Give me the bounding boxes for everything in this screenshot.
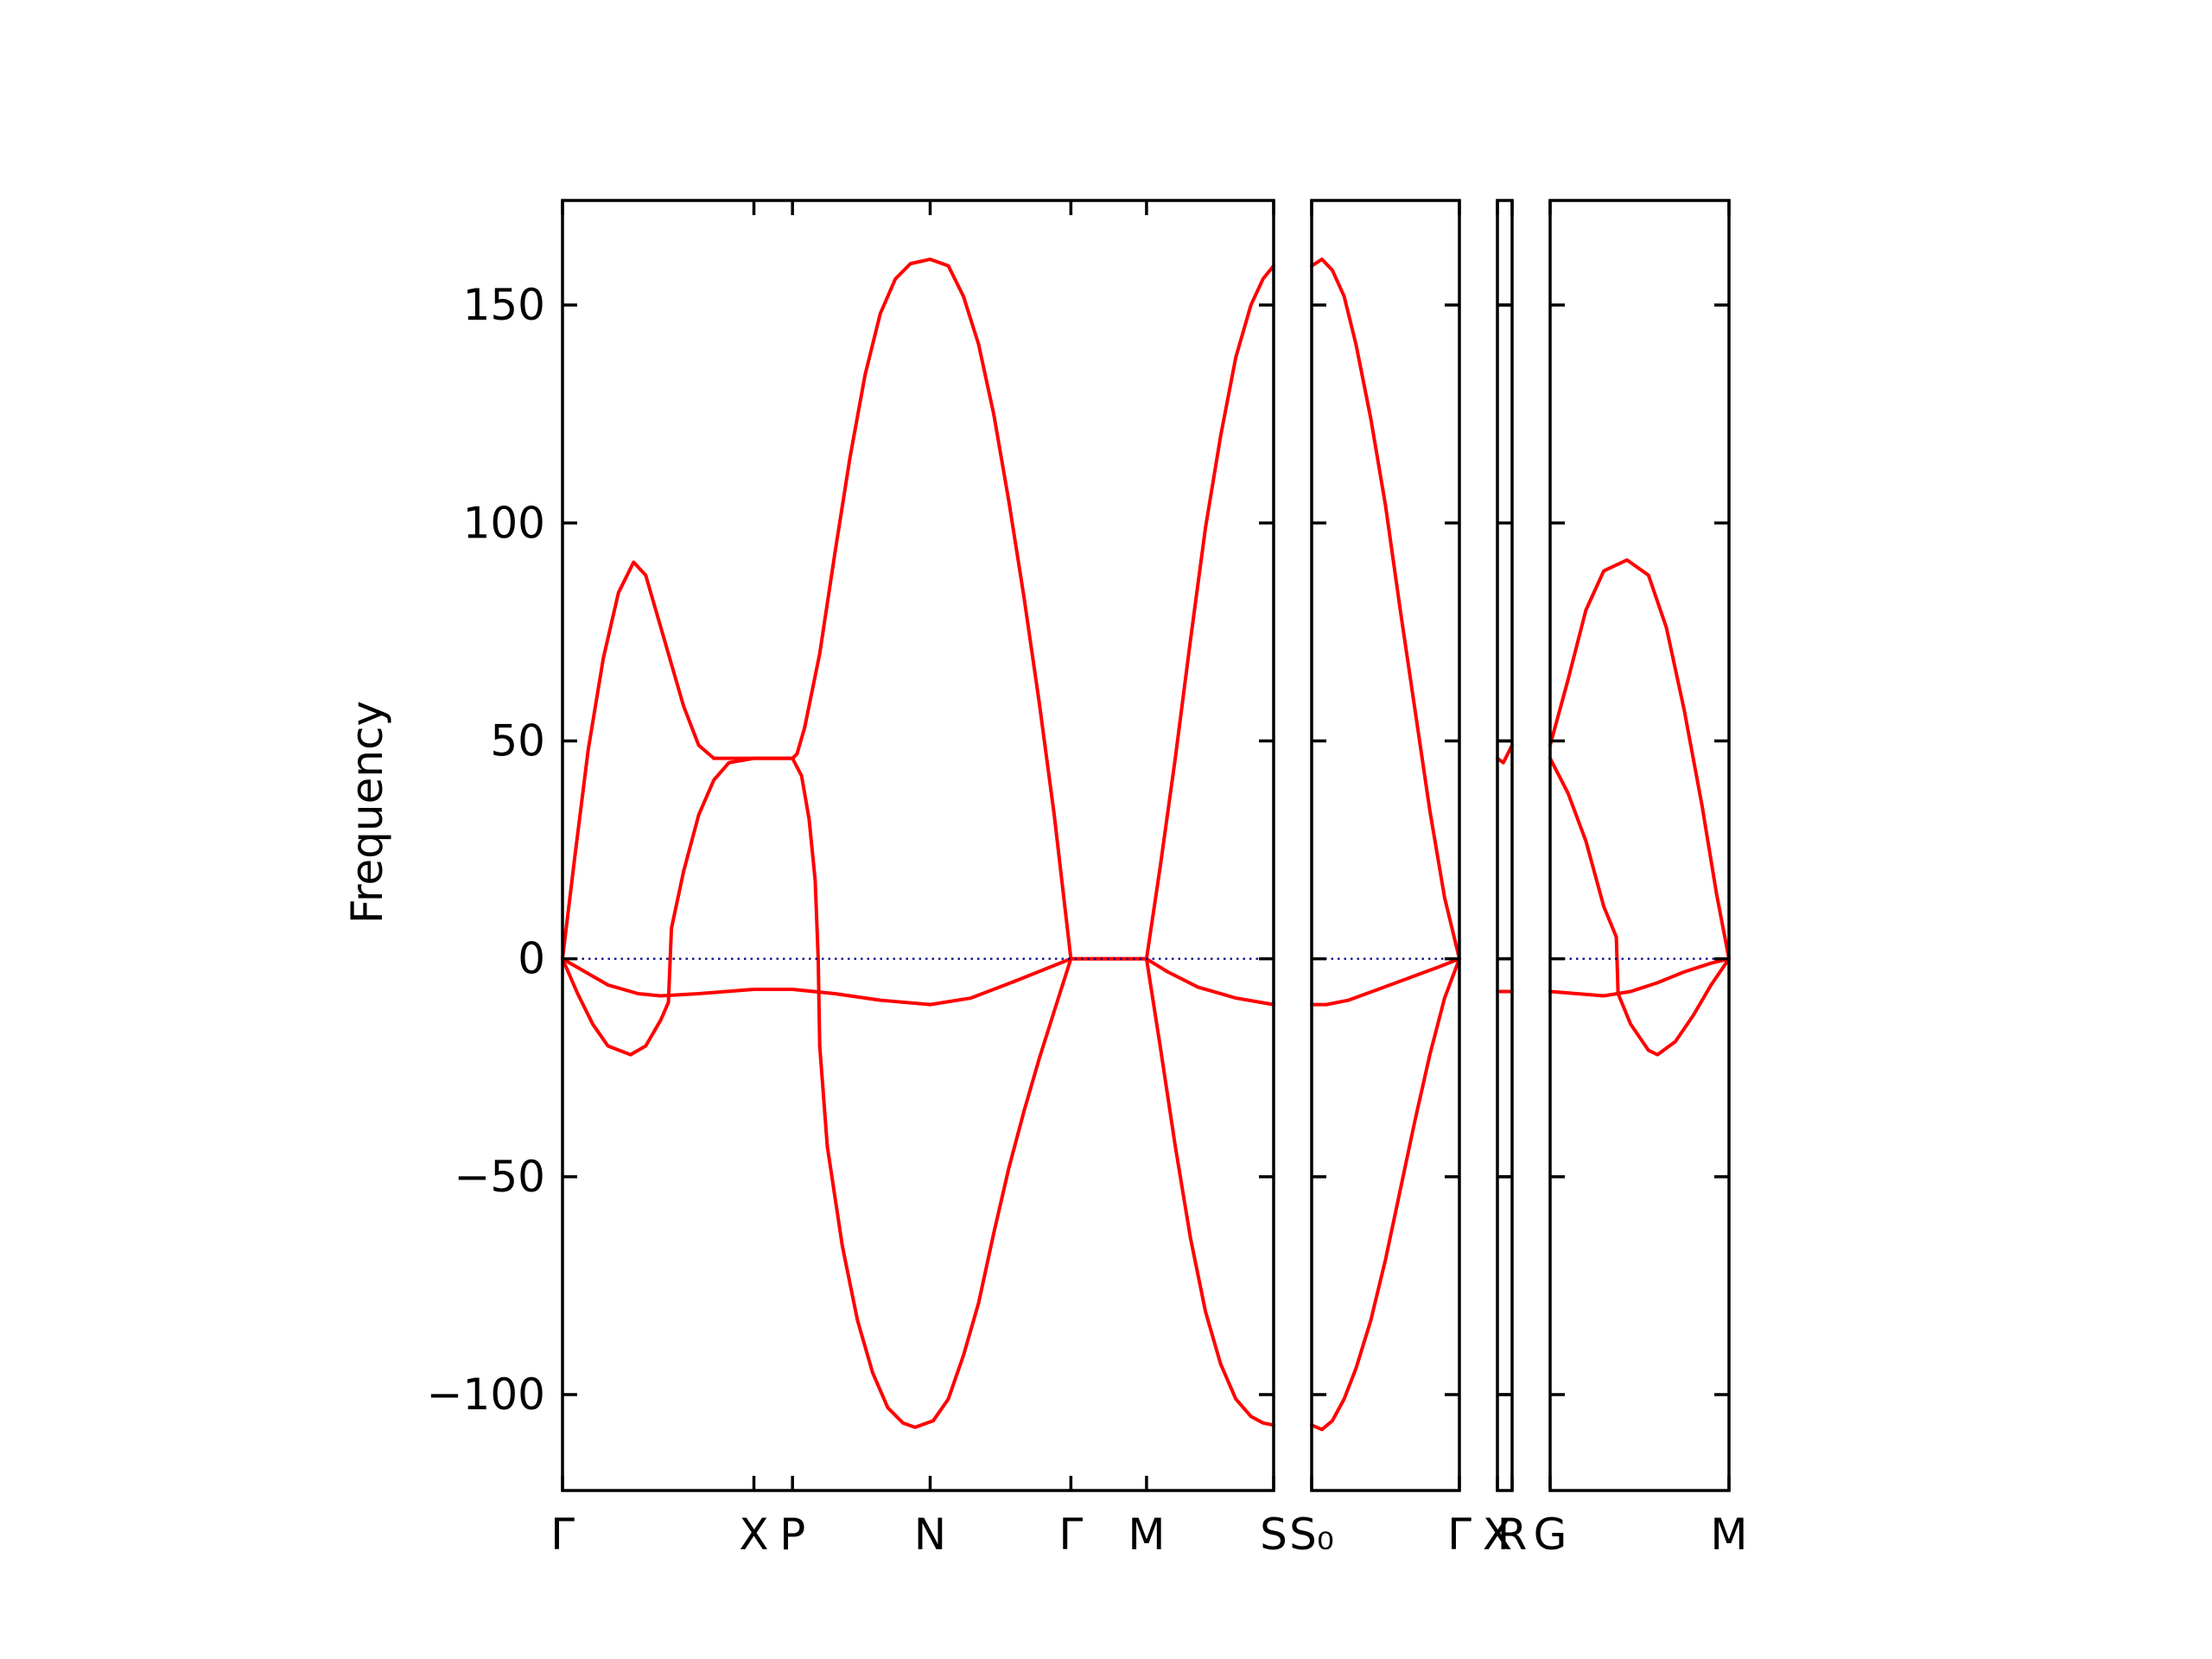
x-tick-label: X [739,1510,768,1560]
band-line-6 [1069,264,1275,961]
x-tick-label: G [1534,1510,1567,1560]
x-tick-label: Γ [550,1510,575,1560]
x-tick-label: M [1128,1510,1165,1560]
band-line-4 [817,957,1073,1429]
x-tick-label: N [914,1510,946,1560]
y-tick-labels: −100 −50 0 50 100 150 [427,280,545,1420]
band-line-2 [1548,756,1620,995]
band-line-4 [1616,957,1731,1057]
x-tick-label: S [1260,1510,1287,1560]
x-tick-label: M [1710,1510,1747,1560]
axes-frame [561,199,1275,1492]
axes-frame [1310,199,1461,1492]
band-line-1 [1496,743,1514,765]
x-tick-label: P [779,1510,805,1560]
x-tick-label: S₀ [1289,1510,1334,1560]
x-tick-label: R [1497,1510,1528,1560]
x-tick-label: Γ [1058,1510,1083,1560]
axes-frame [1548,199,1731,1492]
y-tick-label: −100 [427,1370,545,1420]
band-line-3 [1548,957,1731,998]
x-tick-label: Γ [1447,1510,1471,1560]
y-tick-label: 0 [518,934,545,984]
y-tick-label: −50 [454,1152,545,1202]
band-line-7 [1144,957,1275,1427]
x-tick-label: X [1483,1510,1512,1560]
y-tick-label: 50 [490,715,545,766]
panel-3: XR [1483,199,1528,1560]
y-axis-label: Frequency [342,701,392,924]
band-line-1 [1310,257,1461,961]
band-line-2 [1310,957,1461,1432]
band-line-1 [561,560,716,961]
y-tick-label: 150 [463,280,545,330]
axes-frame [1496,199,1514,1492]
band-line-2 [561,756,822,1057]
panel-2: S₀ Γ [1289,199,1471,1560]
y-axis-label-layer: Frequency [342,701,392,924]
y-tick-label: 100 [463,498,545,548]
band-line-3 [1310,957,1461,1007]
band-line-1 [1548,558,1731,961]
band-line-3 [712,257,1073,961]
band-line-5 [561,957,1275,1007]
panels: Γ X P N Γ M S S₀ Γ XR G M [550,199,1748,1560]
